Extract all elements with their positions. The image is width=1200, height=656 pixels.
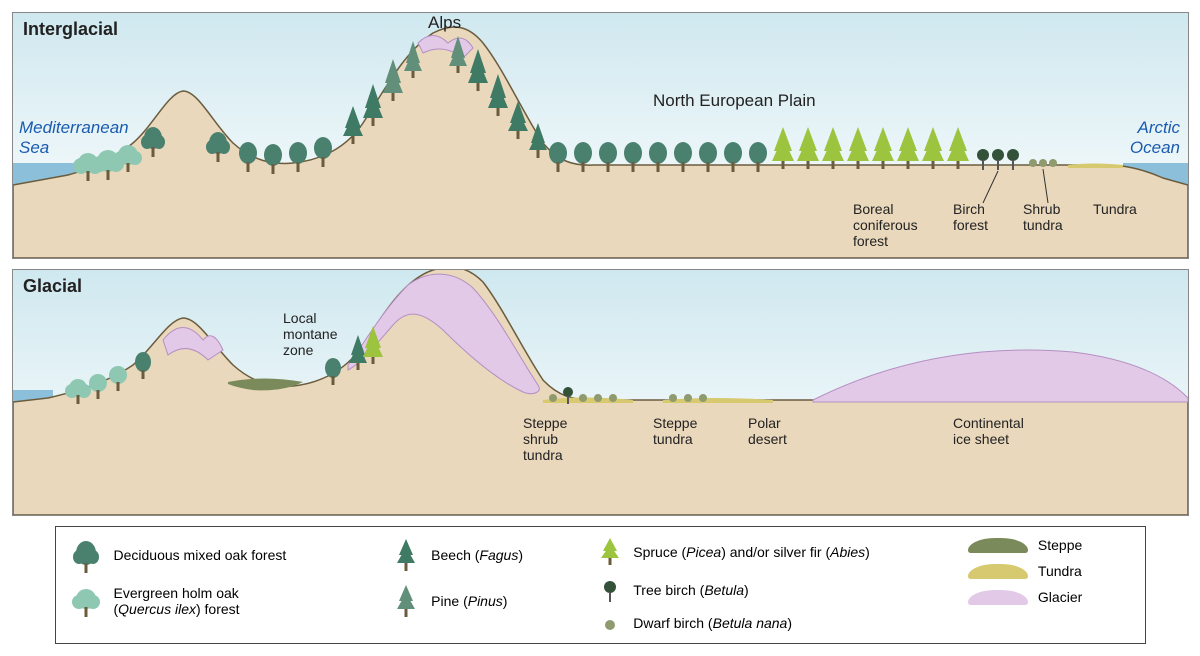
panel-title-glacial: Glacial: [23, 276, 82, 297]
panel-interglacial: Interglacial: [12, 12, 1189, 259]
legend-beech: Beech (Fagus): [391, 537, 579, 573]
shrub-tundra: [1029, 159, 1057, 167]
legend-holm-text: Evergreen holm oak (Quercus ilex) forest: [114, 585, 240, 617]
legend-deciduous-text: Deciduous mixed oak forest: [114, 547, 287, 563]
legend-spruce: Spruce (Picea) and/or silver fir (Abies): [597, 537, 950, 567]
label-ice-sheet: Continental ice sheet: [953, 415, 1024, 447]
label-boreal: Boreal coniferous forest: [853, 201, 918, 249]
label-birch-forest: Birch forest: [953, 201, 988, 233]
scene-interglacial: [13, 13, 1188, 258]
label-steppe-shrub: Steppe shrub tundra: [523, 415, 567, 463]
legend-deciduous: Deciduous mixed oak forest: [68, 537, 374, 573]
legend-tundra-text: Tundra: [1038, 563, 1082, 579]
g-steppe-tundra: [669, 394, 707, 402]
label-alps: Alps: [428, 13, 461, 33]
legend-beech-text: Beech (Fagus): [431, 547, 523, 563]
legend-steppe-text: Steppe: [1038, 537, 1082, 553]
legend-dwarf-birch: Dwarf birch (Betula nana): [597, 613, 950, 633]
legend-tbirch-text: Tree birch (Betula): [633, 582, 748, 598]
label-steppe-tundra: Steppe tundra: [653, 415, 697, 447]
legend-spruce-text: Spruce (Picea) and/or silver fir (Abies): [633, 544, 870, 560]
legend-holm-oak: Evergreen holm oak (Quercus ilex) forest: [68, 583, 374, 619]
label-tundra: Tundra: [1093, 201, 1137, 217]
birch-forest: [977, 149, 1019, 170]
scene-glacial: [13, 270, 1188, 515]
label-polar: Polar desert: [748, 415, 787, 447]
legend-tree-birch: Tree birch (Betula): [597, 577, 950, 603]
label-mediterranean: Mediterranean Sea: [19, 118, 129, 158]
legend-glacier: Glacier: [968, 589, 1133, 605]
legend-dbirch-text: Dwarf birch (Betula nana): [633, 615, 792, 631]
legend-glacier-text: Glacier: [1038, 589, 1082, 605]
panel-title-interglacial: Interglacial: [23, 19, 118, 40]
label-arctic: Arctic Ocean: [1130, 118, 1180, 158]
legend-pine: Pine (Pinus): [391, 583, 579, 619]
legend: Deciduous mixed oak forest Evergreen hol…: [55, 526, 1146, 644]
label-shrub-tundra: Shrub tundra: [1023, 201, 1063, 233]
label-montane: Local montane zone: [283, 310, 337, 358]
panel-glacial: Glacial: [12, 269, 1189, 516]
label-plain: North European Plain: [653, 91, 816, 111]
legend-pine-text: Pine (Pinus): [431, 593, 507, 609]
legend-tundra: Tundra: [968, 563, 1133, 579]
legend-steppe: Steppe: [968, 537, 1133, 553]
